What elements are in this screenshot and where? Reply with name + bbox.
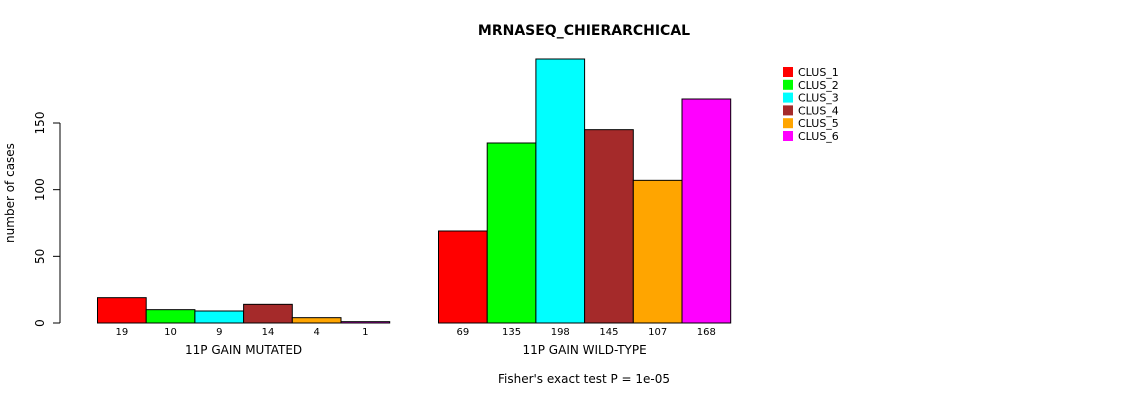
bar-value-label: 4	[313, 327, 319, 338]
bar-value-label: 168	[697, 327, 716, 338]
legend-swatch	[783, 79, 793, 90]
bar-value-label: 107	[648, 327, 667, 338]
group-label: 11P GAIN MUTATED	[185, 343, 302, 357]
y-tick-label: 50	[33, 249, 47, 264]
bar	[584, 129, 634, 324]
group-label: 11P GAIN WILD-TYPE	[522, 343, 646, 357]
bar-value-label: 19	[115, 327, 128, 338]
bar-value-label: 9	[216, 327, 222, 338]
legend-label: CLUS_2	[798, 79, 839, 92]
bar-value-label: 1	[362, 327, 368, 338]
bar-value-label: 10	[164, 327, 177, 338]
legend-swatch	[783, 105, 793, 116]
bar	[145, 309, 196, 324]
legend-swatch	[783, 118, 793, 129]
legend-label: CLUS_3	[798, 92, 839, 105]
y-tick-label: 100	[33, 178, 47, 201]
legend-label: CLUS_6	[798, 130, 839, 143]
bar-value-label: 198	[551, 327, 570, 338]
legend-label: CLUS_5	[798, 117, 839, 130]
bar	[632, 179, 683, 324]
legend-swatch	[783, 92, 793, 103]
bar	[340, 321, 391, 324]
y-tick-label: 150	[33, 112, 47, 135]
footnote: Fisher's exact test P = 1e-05	[498, 372, 670, 386]
bar	[97, 297, 147, 324]
bar	[535, 58, 586, 324]
bar	[243, 303, 293, 324]
y-tick-label: 0	[33, 319, 47, 327]
legend-swatch	[783, 67, 793, 77]
bar-value-label: 145	[599, 327, 618, 338]
y-axis: 0 50 100 150	[33, 112, 61, 327]
bar	[681, 98, 732, 324]
bar-value-label: 135	[502, 327, 521, 338]
group-labels: 11P GAIN MUTATED 11P GAIN WILD-TYPE	[185, 343, 647, 357]
bars	[97, 58, 732, 324]
legend-label: CLUS_4	[798, 104, 839, 117]
bar-value-label: 14	[262, 327, 275, 338]
bar	[486, 142, 537, 324]
bar	[291, 317, 342, 324]
bar-value-label: 69	[456, 327, 469, 338]
bar	[194, 310, 245, 324]
y-axis-label: number of cases	[3, 143, 17, 243]
legend-label: CLUS_1	[798, 66, 839, 79]
bar-labels: 19 10 9 14 4 1 69 135 198 145 107 168	[115, 327, 715, 338]
legend-swatch	[783, 131, 793, 141]
bar	[438, 230, 488, 324]
chart-title: MRNASEQ_CHIERARCHICAL	[478, 23, 690, 39]
